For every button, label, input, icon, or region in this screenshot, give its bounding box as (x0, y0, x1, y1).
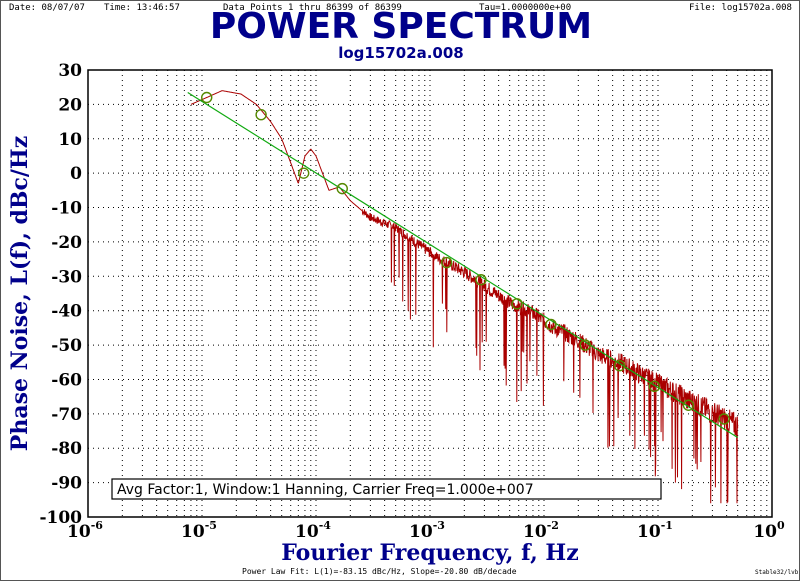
y-tick-label: -80 (51, 439, 82, 459)
y-tick-label: 0 (70, 164, 82, 184)
data-marker (201, 91, 213, 104)
y-tick-label: 10 (58, 130, 82, 150)
data-marker (545, 318, 557, 331)
y-tick-label: -90 (51, 474, 82, 494)
data-marker (511, 298, 523, 310)
data-marker (682, 399, 695, 411)
x-tick-label: 10-3 (409, 519, 445, 542)
y-tick-label: -20 (51, 233, 82, 253)
y-tick-label: -10 (51, 199, 82, 219)
y-tick-label: -50 (51, 336, 82, 356)
plot-frame (87, 69, 773, 518)
y-tick-label: 20 (58, 95, 82, 115)
data-marker (440, 256, 453, 269)
x-tick-label: 10-4 (295, 519, 331, 542)
header-tau: Tau=1.0000000e+00 (479, 3, 572, 13)
spectrum-trace (190, 90, 739, 504)
y-tick-label: -60 (51, 370, 82, 390)
data-marker (718, 413, 730, 425)
y-axis-title: Phase Noise, L(f), dBc/Hz (7, 136, 33, 451)
data-marker (475, 274, 487, 286)
header-date: Date: 08/07/07 (9, 3, 85, 13)
data-marker (579, 339, 591, 351)
data-marker (255, 108, 267, 121)
data-marker (613, 360, 626, 372)
chart-title: POWER SPECTRUM (209, 6, 593, 47)
power-law-fit-note: Power Law Fit: L(1)=-83.15 dBc/Hz, Slope… (242, 567, 517, 576)
header-data-points: Data Points 1 thru 86399 of 86399 (223, 3, 402, 13)
x-tick-label: 10-1 (637, 519, 673, 542)
y-tick-label: 30 (58, 61, 82, 81)
data-marker (336, 182, 348, 195)
x-tick-label: 10-2 (523, 519, 559, 542)
annotation-box (111, 478, 662, 500)
grid-lines (88, 70, 772, 517)
x-tick-label: 10-6 (67, 519, 103, 542)
y-tick-label: -100 (39, 508, 82, 528)
y-tick-label: -30 (51, 267, 82, 287)
y-tick-label: -70 (51, 405, 82, 425)
x-axis-title: Fourier Frequency, f, Hz (281, 540, 578, 566)
header-time: Time: 13:46:57 (104, 3, 180, 13)
x-tick-label: 100 (753, 519, 785, 542)
annotation-text: Avg Factor:1, Window:1 Hanning, Carrier … (117, 482, 534, 498)
data-marker (297, 167, 310, 179)
y-tick-label: -40 (51, 302, 82, 322)
power-law-fit-line (187, 92, 739, 439)
data-marker (648, 380, 661, 393)
x-tick-label: 10-5 (181, 519, 217, 542)
header-file: File: log15702a.008 (689, 3, 792, 13)
chart-subtitle: log15702a.008 (338, 44, 464, 62)
version-note: Stable32/lvb (755, 569, 799, 576)
